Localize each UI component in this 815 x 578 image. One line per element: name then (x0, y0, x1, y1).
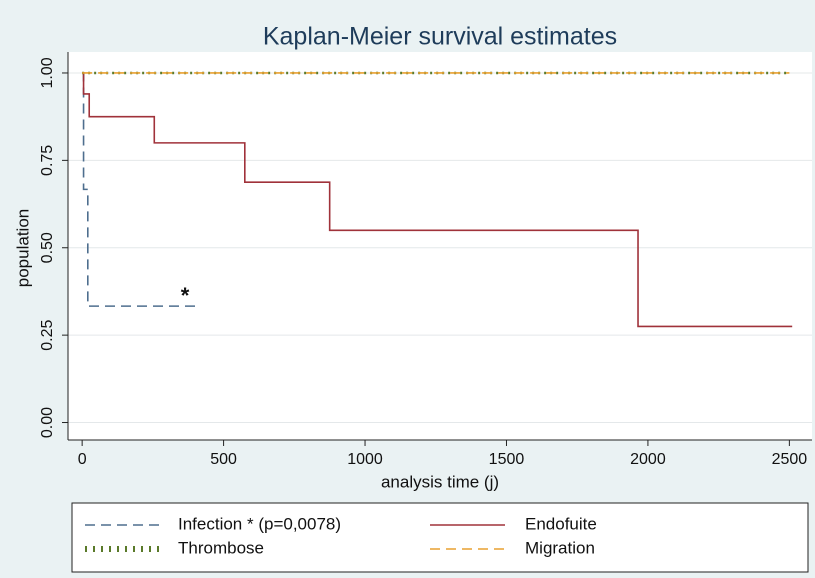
survival-line (82, 72, 793, 328)
y-tick-label: 0.75 (39, 145, 56, 176)
y-tick-label: 0.25 (39, 319, 56, 350)
x-tick-label: 0 (78, 451, 87, 468)
y-axis-label: population (13, 209, 32, 287)
x-axis-label: analysis time (j) (381, 472, 499, 491)
y-tick-label: 0.50 (39, 232, 56, 263)
x-tick-label: 1500 (489, 451, 525, 468)
x-tick-label: 500 (210, 451, 237, 468)
annotation: * (181, 283, 190, 308)
chart-title: Kaplan-Meier survival estimates (263, 23, 617, 51)
x-tick-label: 2000 (630, 451, 666, 468)
plot-area (68, 52, 812, 440)
legend-label: Endofuite (525, 514, 597, 533)
legend-label: Thrombose (178, 538, 264, 557)
legend-label: Infection * (p=0,0078) (178, 514, 341, 533)
legend-label: Migration (525, 538, 595, 557)
legend (71, 502, 809, 573)
y-tick-label: 1.00 (39, 57, 56, 88)
y-tick-label: 0.00 (39, 407, 56, 438)
x-tick-label: 2500 (772, 451, 808, 468)
x-tick-label: 1000 (347, 451, 383, 468)
